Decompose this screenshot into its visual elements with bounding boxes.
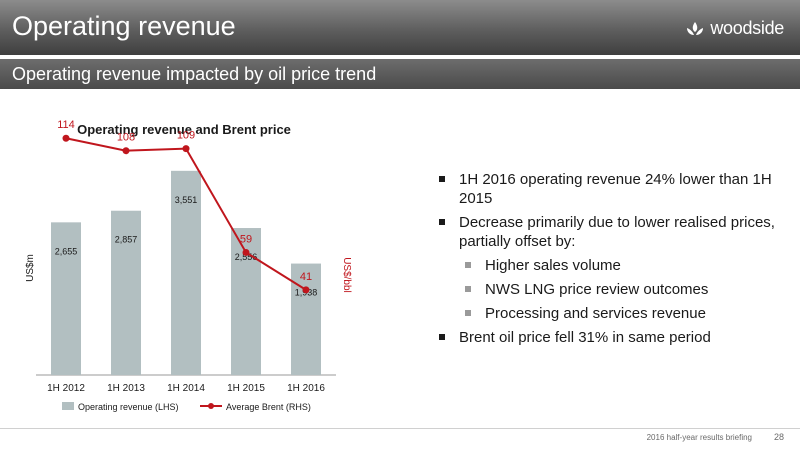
y2-axis-label: US$/bbl: [341, 257, 352, 293]
footer-text: 2016 half-year results briefing: [646, 433, 752, 442]
bullet-point: 1H 2016 operating revenue 24% lower than…: [437, 170, 787, 208]
revenue-bar-label: 3,551: [175, 195, 198, 205]
subheader-bar: Operating revenue impacted by oil price …: [0, 59, 800, 89]
revenue-bar: [51, 222, 81, 375]
header-bar: Operating revenue woodside: [0, 0, 800, 55]
brent-point: [302, 286, 310, 294]
brent-point: [122, 147, 130, 155]
page-title: Operating revenue: [12, 11, 236, 41]
x-tick-label: 1H 2012: [47, 383, 85, 394]
legend-brent-label: Average Brent (RHS): [226, 402, 311, 412]
brent-point-label: 114: [57, 119, 75, 131]
page-number: 28: [773, 432, 784, 442]
revenue-bar: [291, 263, 321, 375]
logo-text: woodside: [710, 18, 784, 38]
key-points-list: 1H 2016 operating revenue 24% lower than…: [437, 170, 787, 352]
x-tick-label: 1H 2015: [227, 383, 265, 394]
bullet-point: Brent oil price fell 31% in same period: [437, 328, 787, 347]
legend-revenue-label: Operating revenue (LHS): [78, 402, 179, 412]
company-logo: woodside: [684, 18, 784, 39]
x-tick-label: 1H 2013: [107, 383, 145, 394]
revenue-bar: [111, 210, 141, 375]
brent-point: [242, 248, 250, 256]
brent-point-label: 109: [177, 130, 195, 142]
brent-point: [182, 145, 190, 153]
legend-brent-marker: [208, 403, 214, 409]
brent-point: [62, 134, 70, 142]
woodside-logo-icon: [687, 21, 704, 35]
x-tick-label: 1H 2016: [287, 383, 325, 394]
revenue-bar: [171, 170, 201, 375]
revenue-bar-label: 2,655: [55, 246, 78, 256]
legend-revenue-swatch: [62, 402, 74, 410]
sub-bullet-point: Higher sales volume: [437, 256, 787, 275]
chart-title: Operating revenue and Brent price: [77, 122, 291, 137]
sub-bullet-point: NWS LNG price review outcomes: [437, 280, 787, 299]
x-tick-label: 1H 2014: [167, 383, 205, 394]
slide-subtitle: Operating revenue impacted by oil price …: [12, 64, 377, 84]
brent-point-label: 108: [117, 132, 135, 144]
revenue-brent-chart: Operating revenue and Brent price US$m U…: [25, 119, 352, 412]
sub-bullet-point: Processing and services revenue: [437, 304, 787, 323]
revenue-bar-label: 2,556: [235, 252, 258, 262]
y-axis-label: US$m: [25, 254, 36, 282]
revenue-bar-label: 2,857: [115, 235, 138, 245]
brent-point-label: 41: [300, 271, 312, 283]
brent-point-label: 59: [240, 233, 252, 245]
bullet-point: Decrease primarily due to lower realised…: [437, 213, 787, 251]
footer-divider: [0, 428, 800, 429]
